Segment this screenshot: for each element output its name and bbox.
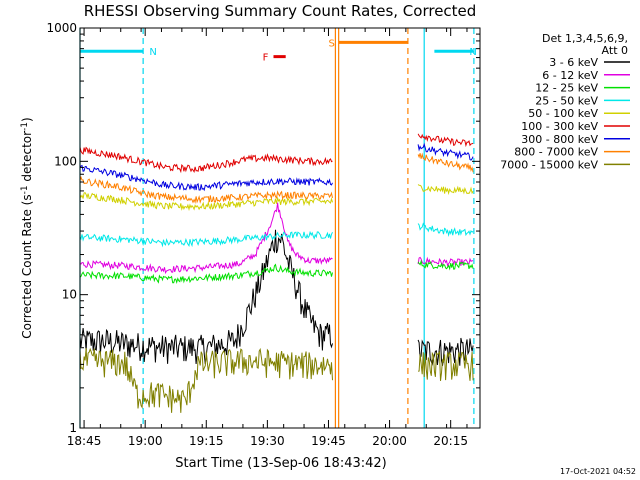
chart-title: RHESSI Observing Summary Count Rates, Co… xyxy=(84,2,477,20)
plot-frame xyxy=(79,27,481,429)
legend-header-1: Det 1,3,4,5,6,9, xyxy=(542,32,628,45)
legend-label: 7000 - 15000 keV xyxy=(500,158,598,171)
y-tick-label: 10 xyxy=(62,288,77,302)
y-tick-label: 1 xyxy=(69,421,77,435)
x-axis-label: Start Time (13-Sep-06 18:43:42) xyxy=(175,456,386,471)
x-tick-label: 19:00 xyxy=(128,434,163,448)
flag-label: N xyxy=(469,47,476,58)
legend-label: 50 - 100 keV xyxy=(528,107,598,120)
x-tick-label: 20:00 xyxy=(372,434,407,448)
legend-label: 100 - 300 keV xyxy=(521,120,598,133)
legend-label: 6 - 12 keV xyxy=(542,69,598,82)
y-axis-label-sup1: -1 xyxy=(20,185,30,194)
series-line xyxy=(417,152,474,173)
legend-header-2: Att 0 xyxy=(602,44,628,57)
y-axis-ticks: 1 10 100 1000 xyxy=(46,21,480,435)
series-line xyxy=(79,192,333,212)
y-axis-label-main: Corrected Count Rate (s xyxy=(20,194,34,338)
series-line xyxy=(417,133,474,148)
y-tick-label: 100 xyxy=(54,154,77,168)
flag-label: S xyxy=(328,38,334,49)
x-tick-label: 19:30 xyxy=(250,434,285,448)
x-axis-ticks: 18:45 19:00 19:15 19:30 19:45 20:00 20:15 xyxy=(67,28,468,448)
series-line xyxy=(79,230,333,248)
legend-label: 12 - 25 keV xyxy=(535,82,598,95)
flag-label: N xyxy=(149,47,156,58)
y-axis-label: Corrected Count Rate (s-1 detector-1) xyxy=(20,117,34,338)
x-tick-label: 19:45 xyxy=(311,434,346,448)
legend-label: 300 - 800 keV xyxy=(521,133,598,146)
y-axis-label-end: ) xyxy=(20,117,34,122)
legend-label: 25 - 50 keV xyxy=(535,94,598,107)
x-tick-label: 20:15 xyxy=(433,434,468,448)
x-tick-label: 19:15 xyxy=(189,434,224,448)
y-tick-label: 1000 xyxy=(46,21,77,35)
y-axis-label-mid: detector xyxy=(20,131,34,186)
series-line xyxy=(79,347,333,413)
y-axis-label-sup2: -1 xyxy=(20,122,30,131)
legend-label: 800 - 7000 keV xyxy=(514,146,598,159)
series-line xyxy=(79,146,333,174)
series-line xyxy=(79,202,333,275)
series-line xyxy=(417,222,474,237)
date-stamp: 17-Oct-2021 04:52 xyxy=(560,467,636,476)
series-line xyxy=(417,184,474,196)
series-line xyxy=(417,142,474,161)
x-tick-label: 18:45 xyxy=(67,434,102,448)
series-layer xyxy=(79,133,474,413)
series-line xyxy=(417,256,474,268)
legend-label: 3 - 6 keV xyxy=(549,56,598,69)
flag-bars: N N F S xyxy=(80,38,477,64)
series-line xyxy=(417,259,474,271)
flag-label: F xyxy=(263,53,269,64)
series-line xyxy=(79,175,333,205)
series-line xyxy=(418,350,474,381)
series-line xyxy=(79,164,333,192)
series-line xyxy=(79,263,333,285)
